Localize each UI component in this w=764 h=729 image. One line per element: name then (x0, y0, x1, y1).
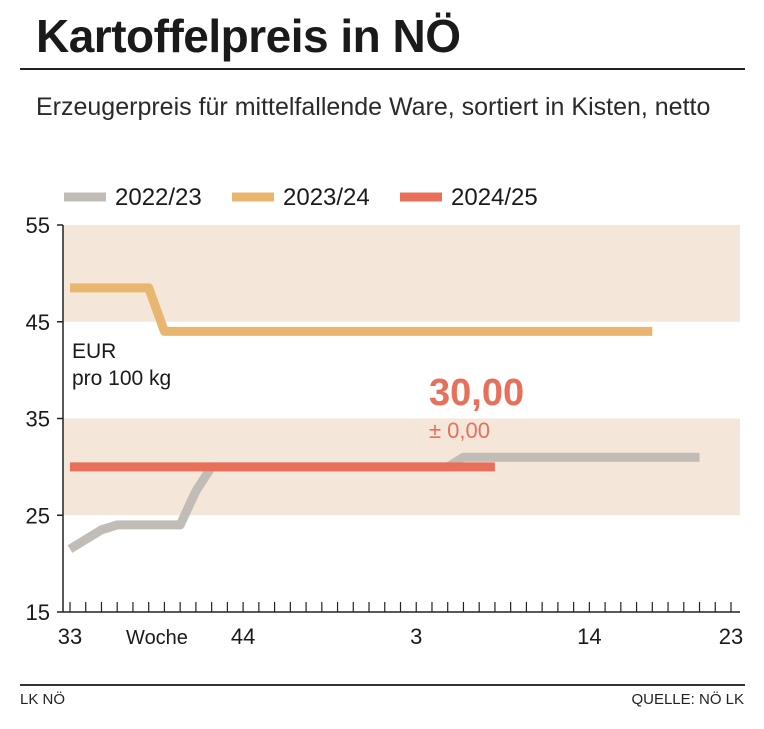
x-axis-title: Woche (126, 627, 188, 649)
unit-label: pro 100 kg (72, 367, 171, 390)
y-tick-label: 15 (26, 600, 50, 625)
page-title: Kartoffelpreis in NÖ (36, 10, 461, 62)
current-value-label: 30,00 (429, 372, 524, 414)
chart-subtitle: Erzeugerpreis für mittelfallende Ware, s… (36, 93, 711, 121)
series-line-2022-23 (67, 452, 700, 553)
shaded-band-1 (63, 225, 740, 322)
unit-label: EUR (72, 340, 116, 363)
y-tick-label: 25 (26, 503, 50, 528)
change-value-label: ± 0,00 (429, 418, 490, 443)
legend-label: 2023/24 (283, 184, 370, 211)
x-tick-label: 14 (577, 624, 601, 649)
y-tick-label: 55 (26, 213, 50, 238)
x-tick-label: 44 (231, 624, 255, 649)
series-line-2023-24 (70, 283, 653, 336)
footer-divider (20, 684, 745, 686)
legend-label: 2022/23 (115, 184, 202, 211)
legend-label: 2024/25 (451, 184, 538, 211)
title-divider (20, 68, 745, 70)
footer-source: QUELLE: NÖ LK (631, 691, 744, 708)
x-tick-label: 33 (58, 624, 82, 649)
footer-credit: LK NÖ (20, 691, 66, 708)
y-tick-label: 35 (26, 407, 50, 432)
y-tick-label: 45 (26, 310, 50, 335)
x-tick-label: 3 (410, 624, 422, 649)
x-tick-label: 23 (719, 624, 743, 649)
